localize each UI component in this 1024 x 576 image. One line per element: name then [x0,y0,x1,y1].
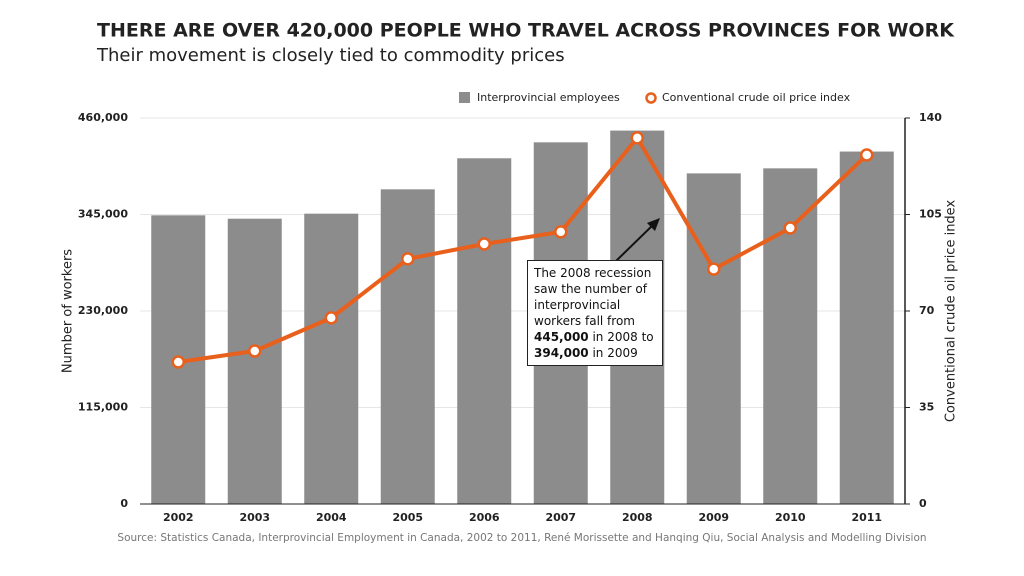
y2-tick-label: 70 [919,304,935,317]
chart-title: THERE ARE OVER 420,000 PEOPLE WHO TRAVEL… [97,20,955,42]
x-tick-label: 2007 [545,511,576,524]
annotation-text: 394,000 [534,346,589,360]
line-marker [171,355,185,369]
y2-axis-label: Conventional crude oil price index [944,200,959,423]
x-tick-label: 2005 [392,511,423,524]
chart-subtitle: Their movement is closely tied to commod… [96,45,565,66]
annotation-text: in 2009 [588,346,638,360]
x-tick-label: 2006 [469,511,500,524]
y-tick-label: 115,000 [78,401,128,414]
bar [227,218,282,504]
line-marker [630,131,644,145]
y2-tick-label: 105 [919,208,942,221]
legend-label: Interprovincial employees [477,91,620,104]
annotation-text: The 2008 recession saw the number of int… [534,266,652,328]
x-tick-label: 2010 [775,511,806,524]
bar [304,213,359,504]
y2-tick-label: 0 [919,497,927,510]
bar [839,151,894,504]
y-axis-label: Number of workers [61,249,76,373]
x-tick-label: 2003 [239,511,270,524]
y-tick-label: 460,000 [78,111,128,124]
bar [763,168,818,504]
line [177,135,869,364]
annotation-text: 445,000 [534,330,589,344]
y-tick-label: 345,000 [78,208,128,221]
y-tick-label: 230,000 [78,304,128,317]
x-tick-label: 2009 [698,511,729,524]
x-tick-label: 2002 [163,511,194,524]
bar [686,173,741,504]
line-marker [248,344,262,358]
line-marker [783,221,797,235]
y2-tick-label: 35 [919,401,934,414]
line-marker [401,252,415,266]
line-marker [477,237,491,251]
source: Source: Statistics Canada, Interprovinci… [117,532,926,544]
annotation-arrowhead [647,218,660,231]
x-tick-label: 2008 [622,511,653,524]
line-marker [860,148,874,162]
line-marker [324,311,338,325]
line-marker [554,225,568,239]
line-marker [707,262,721,276]
legend-label: Conventional crude oil price index [662,91,851,104]
annotation: The 2008 recession saw the number of int… [527,260,663,366]
x-tick-label: 2004 [316,511,347,524]
y2-tick-label: 140 [919,111,942,124]
annotation-arrow [614,221,657,263]
annotation-text: in 2008 to [588,330,654,344]
y-tick-label: 0 [120,497,128,510]
legend-swatch [645,92,657,104]
bar [380,189,435,504]
x-tick-label: 2011 [851,511,882,524]
legend-swatch [459,92,470,103]
bar [457,158,512,504]
